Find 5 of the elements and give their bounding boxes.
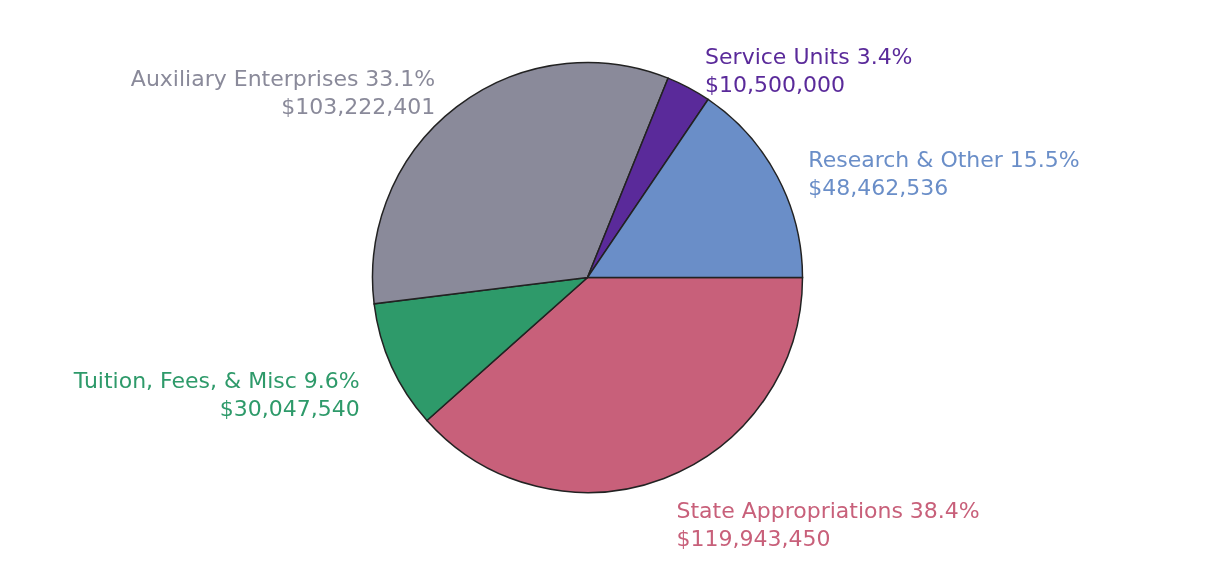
slice-label: State Appropriations 38.4% $119,943,450 <box>676 498 980 552</box>
slice-label: Tuition, Fees, & Misc 9.6% $30,047,540 <box>72 367 360 421</box>
slice-label: Service Units 3.4% $10,500,000 <box>705 43 913 97</box>
slice-label: Research & Other 15.5% $48,462,536 <box>808 147 1080 201</box>
slice-label: Auxiliary Enterprises 33.1% $103,222,401 <box>130 66 436 120</box>
